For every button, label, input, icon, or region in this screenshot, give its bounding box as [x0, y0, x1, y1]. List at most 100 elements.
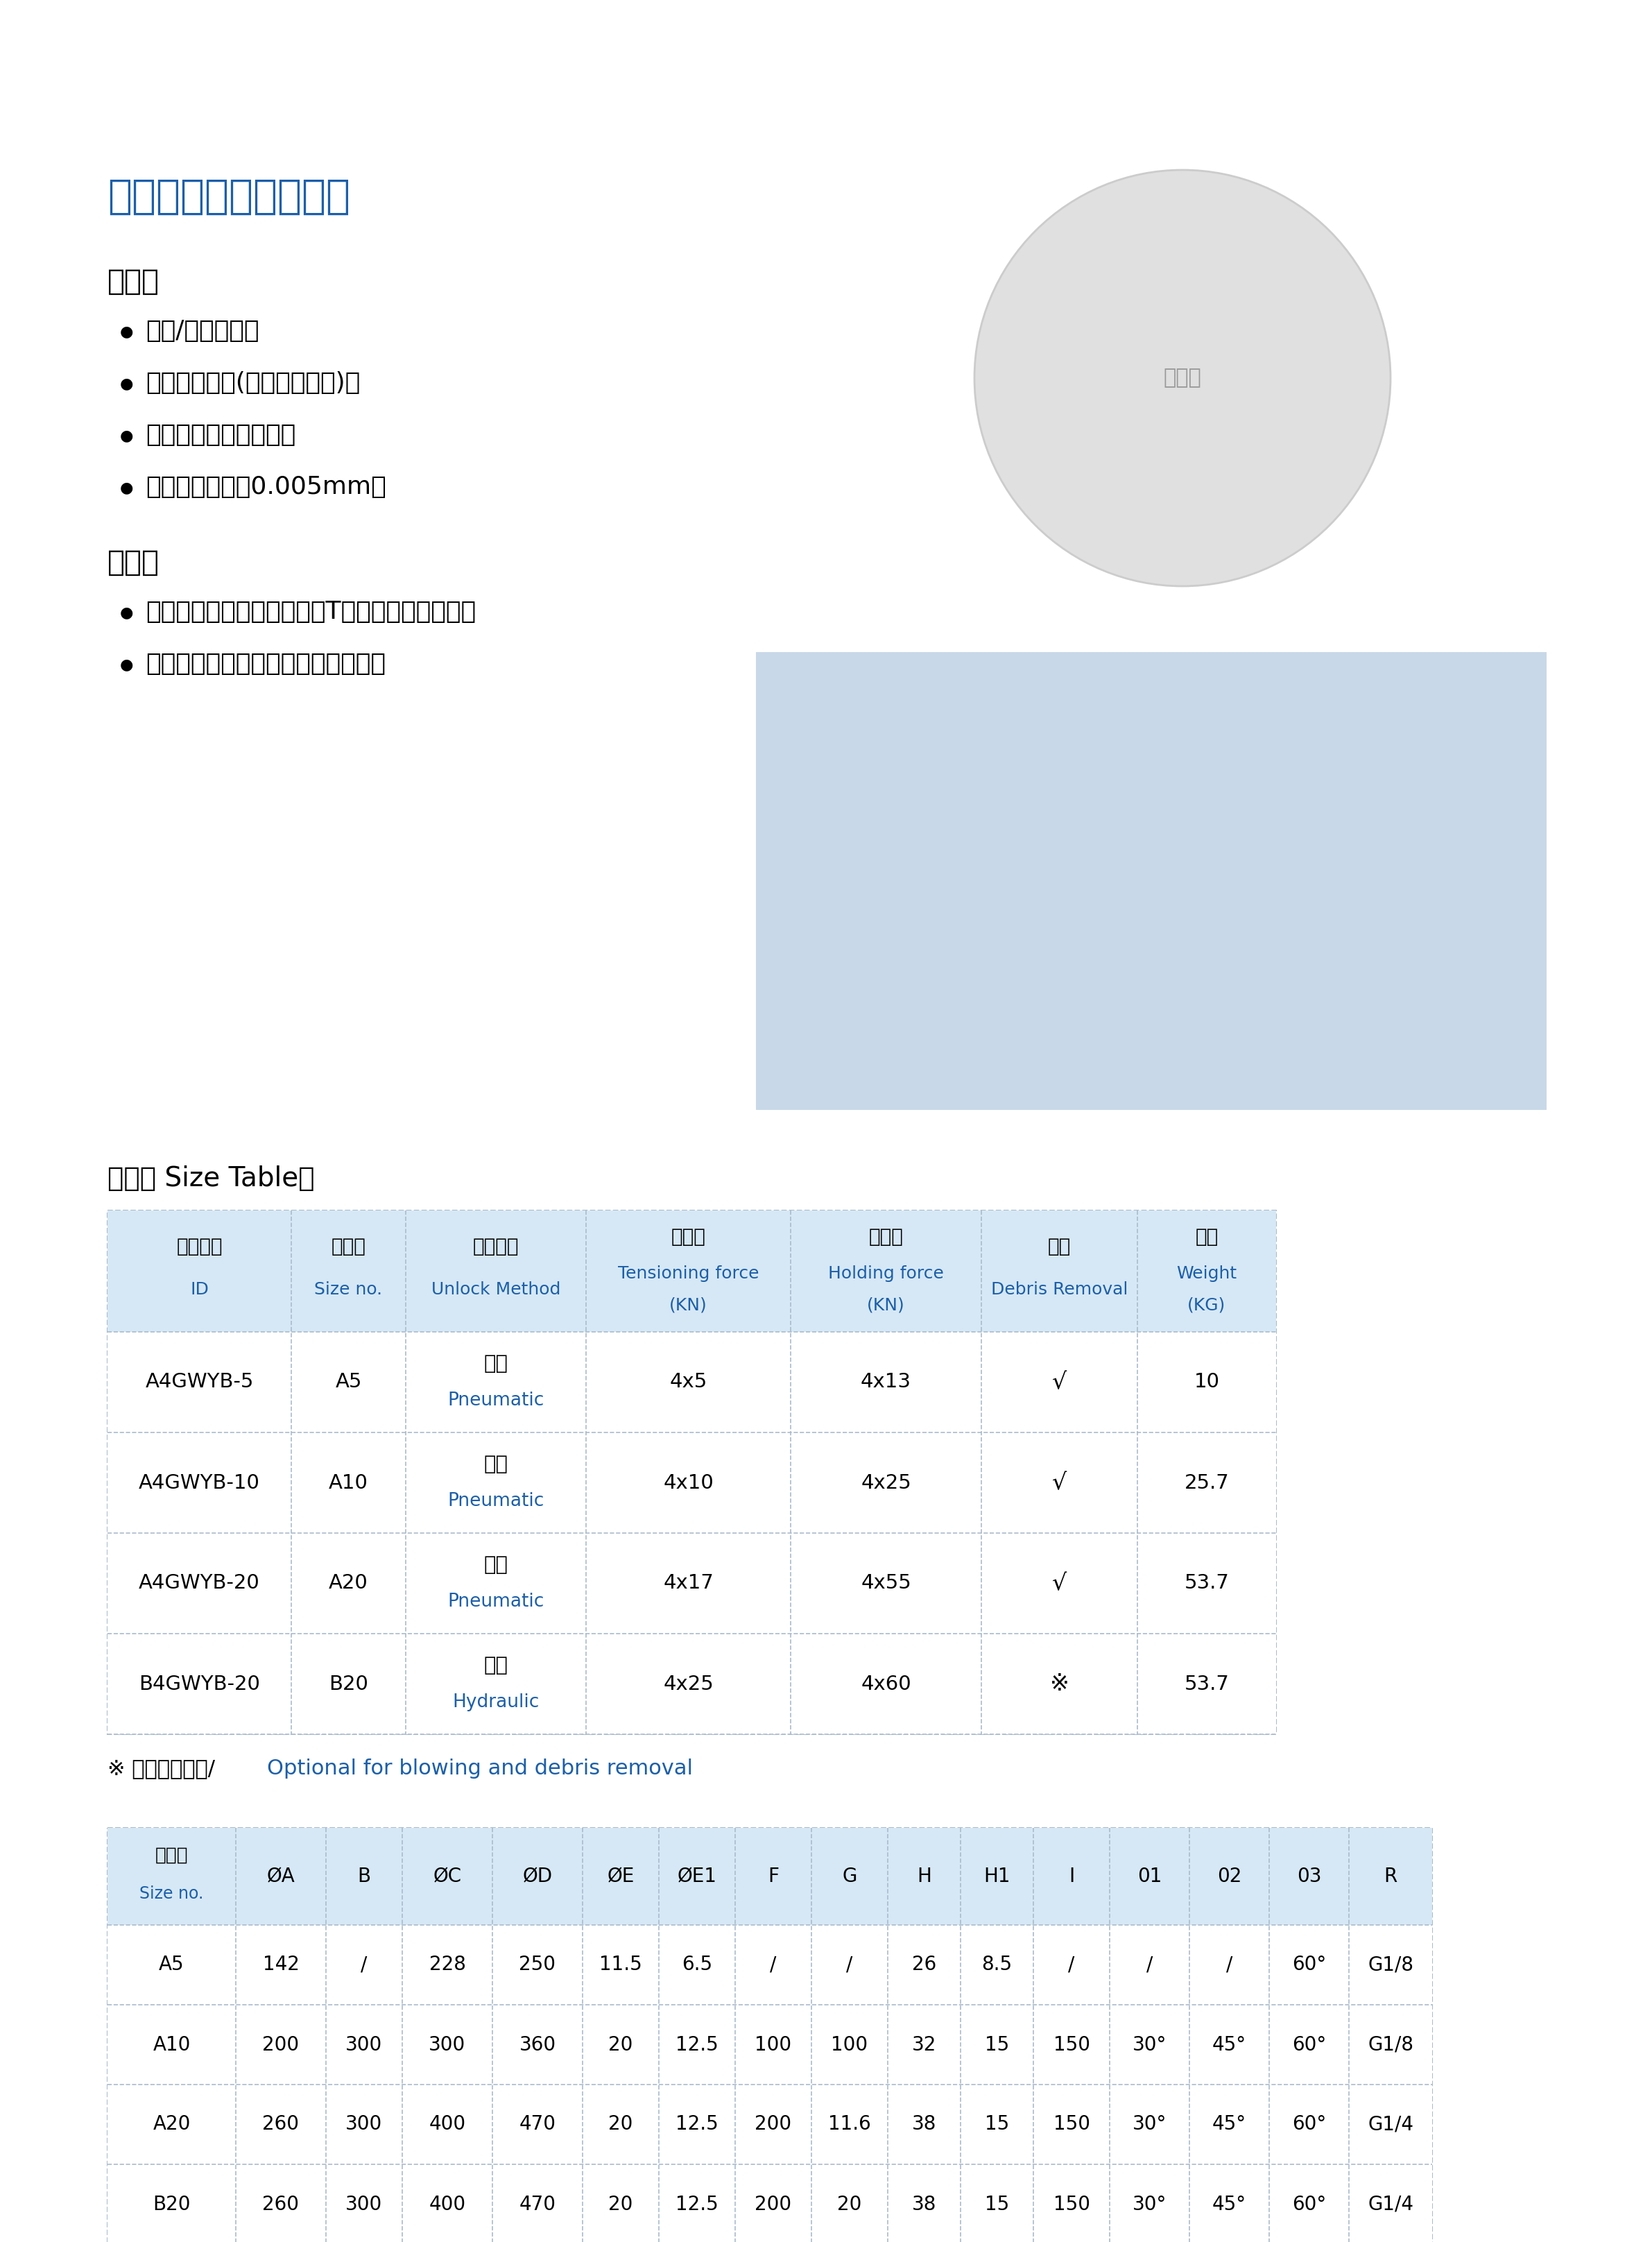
Text: Optional for blowing and debris removal: Optional for blowing and debris removal — [268, 1758, 692, 1778]
Text: 20: 20 — [608, 2195, 633, 2213]
Text: 12.5: 12.5 — [676, 2195, 719, 2213]
Text: 03: 03 — [1297, 1868, 1322, 1886]
Text: 470: 470 — [519, 2195, 555, 2213]
Bar — [107, 1827, 1432, 2242]
Text: A4GWYB-20: A4GWYB-20 — [139, 1574, 259, 1594]
Text: 400: 400 — [430, 2114, 466, 2134]
Text: 300: 300 — [345, 2036, 383, 2054]
Text: B20: B20 — [152, 2195, 190, 2213]
Text: 26: 26 — [912, 1955, 937, 1975]
Text: Size no.: Size no. — [314, 1280, 383, 1298]
Text: A4GWYB-5: A4GWYB-5 — [145, 1372, 254, 1392]
Text: 气压/液压解锁；: 气压/液压解锁； — [145, 318, 259, 343]
Bar — [107, 2004, 1432, 2085]
Bar — [107, 1332, 1275, 1433]
Text: ●: ● — [121, 325, 134, 339]
Text: G1/4: G1/4 — [1368, 2195, 1414, 2213]
Text: 260: 260 — [263, 2114, 299, 2134]
Text: 12.5: 12.5 — [676, 2114, 719, 2134]
Bar — [107, 2164, 1432, 2242]
Text: 重复定位精度＜0.005mm；: 重复定位精度＜0.005mm； — [145, 475, 387, 498]
Text: 45°: 45° — [1213, 2036, 1246, 2054]
Text: (KN): (KN) — [867, 1296, 905, 1314]
Text: ØA: ØA — [266, 1868, 296, 1886]
Text: 400: 400 — [430, 2195, 466, 2213]
Text: 200: 200 — [755, 2195, 791, 2213]
Text: 材质：模具钢(或客户的选择)；: 材质：模具钢(或客户的选择)； — [145, 372, 360, 395]
Text: ●: ● — [121, 377, 134, 390]
Text: Pneumatic: Pneumatic — [448, 1592, 544, 1610]
Text: 气压: 气压 — [484, 1354, 509, 1374]
Text: ●: ● — [121, 605, 134, 619]
Text: Size no.: Size no. — [140, 1886, 203, 1901]
Text: 11.5: 11.5 — [600, 1955, 643, 1975]
Text: /: / — [770, 1955, 776, 1975]
Text: R: R — [1384, 1868, 1398, 1886]
Text: 25.7: 25.7 — [1184, 1473, 1229, 1493]
Text: 260: 260 — [263, 2195, 299, 2213]
Text: H: H — [917, 1868, 932, 1886]
Text: ØC: ØC — [433, 1868, 461, 1886]
Text: A10: A10 — [329, 1473, 368, 1493]
Text: 20: 20 — [608, 2114, 633, 2134]
Text: 重量: 重量 — [1194, 1226, 1218, 1247]
Text: 150: 150 — [1052, 2036, 1090, 2054]
Text: G: G — [843, 1868, 857, 1886]
Text: 250: 250 — [519, 1955, 555, 1975]
Text: Tensioning force: Tensioning force — [618, 1264, 758, 1282]
Text: 470: 470 — [519, 2114, 555, 2134]
Text: A20: A20 — [152, 2114, 190, 2134]
Text: 4x17: 4x17 — [662, 1574, 714, 1594]
Text: 8.5: 8.5 — [981, 1955, 1013, 1975]
Text: ●: ● — [121, 480, 134, 495]
Text: /: / — [360, 1955, 367, 1975]
Text: 吹屑: 吹屑 — [1047, 1238, 1070, 1256]
Text: 150: 150 — [1052, 2195, 1090, 2213]
Text: Holding force: Holding force — [828, 1264, 943, 1282]
Text: B: B — [357, 1868, 370, 1886]
Text: 尺寸号: 尺寸号 — [330, 1238, 365, 1256]
Text: F: F — [768, 1868, 778, 1886]
Bar — [818, 128, 1546, 628]
Text: 360: 360 — [519, 2036, 557, 2054]
Bar — [107, 1433, 1275, 1534]
Text: B20: B20 — [329, 1675, 368, 1693]
Text: 4x10: 4x10 — [662, 1473, 714, 1493]
Text: (KG): (KG) — [1188, 1296, 1226, 1314]
Bar — [107, 1926, 1432, 2004]
Text: 100: 100 — [831, 2036, 867, 2054]
Text: 38: 38 — [912, 2114, 937, 2134]
Text: 60°: 60° — [1292, 2195, 1327, 2213]
Text: 4x25: 4x25 — [861, 1473, 912, 1493]
Text: A4GWYB-10: A4GWYB-10 — [139, 1473, 259, 1493]
Bar — [107, 1211, 1275, 1735]
Text: G1/8: G1/8 — [1368, 1955, 1414, 1975]
Text: 20: 20 — [608, 2036, 633, 2054]
Text: 订货编号: 订货编号 — [177, 1238, 223, 1256]
Text: /: / — [846, 1955, 852, 1975]
Text: 30°: 30° — [1132, 2036, 1166, 2054]
Text: 12.5: 12.5 — [676, 2036, 719, 2054]
Text: 液压: 液压 — [484, 1657, 509, 1675]
Text: 夹紧力: 夹紧力 — [869, 1226, 904, 1247]
Text: (KN): (KN) — [669, 1296, 707, 1314]
Text: /: / — [1146, 1955, 1153, 1975]
Text: 气压: 气压 — [484, 1455, 509, 1475]
Text: 32: 32 — [912, 2036, 937, 2054]
Text: 10: 10 — [1194, 1372, 1219, 1392]
Text: 通过基板上的沉头孔锁紧在T型槽上，安装简单；: 通过基板上的沉头孔锁紧在T型槽上，安装简单； — [145, 601, 476, 623]
Text: 100: 100 — [755, 2036, 791, 2054]
Text: G1/4: G1/4 — [1368, 2114, 1414, 2134]
Text: Debris Removal: Debris Removal — [991, 1280, 1128, 1298]
Text: 20: 20 — [838, 2195, 862, 2213]
Text: 15: 15 — [985, 2114, 1009, 2134]
Bar — [107, 2085, 1432, 2164]
Bar — [107, 639, 710, 1110]
Text: 4x5: 4x5 — [669, 1372, 707, 1392]
Text: 30°: 30° — [1132, 2195, 1166, 2213]
Text: 尺寸表 Size Table：: 尺寸表 Size Table： — [107, 1166, 314, 1193]
Text: H1: H1 — [983, 1868, 1011, 1886]
Circle shape — [975, 170, 1391, 585]
Text: 解锁方式: 解锁方式 — [472, 1238, 519, 1256]
Text: 15: 15 — [985, 2036, 1009, 2054]
